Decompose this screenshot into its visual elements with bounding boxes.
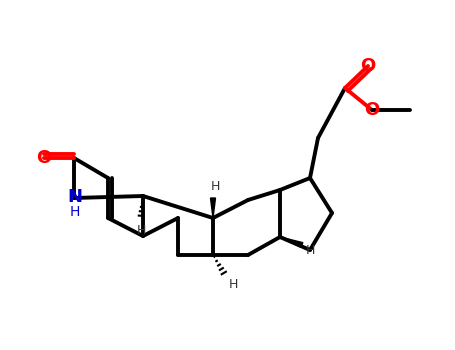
Text: O: O bbox=[36, 149, 51, 167]
Polygon shape bbox=[211, 198, 216, 218]
Text: O: O bbox=[360, 57, 376, 75]
Text: H: H bbox=[210, 180, 220, 193]
Text: H: H bbox=[305, 245, 315, 258]
Text: H: H bbox=[228, 279, 238, 292]
Polygon shape bbox=[280, 237, 303, 247]
Text: H: H bbox=[136, 224, 146, 238]
Text: H: H bbox=[70, 205, 80, 219]
Text: N: N bbox=[67, 188, 82, 206]
Text: O: O bbox=[364, 101, 379, 119]
